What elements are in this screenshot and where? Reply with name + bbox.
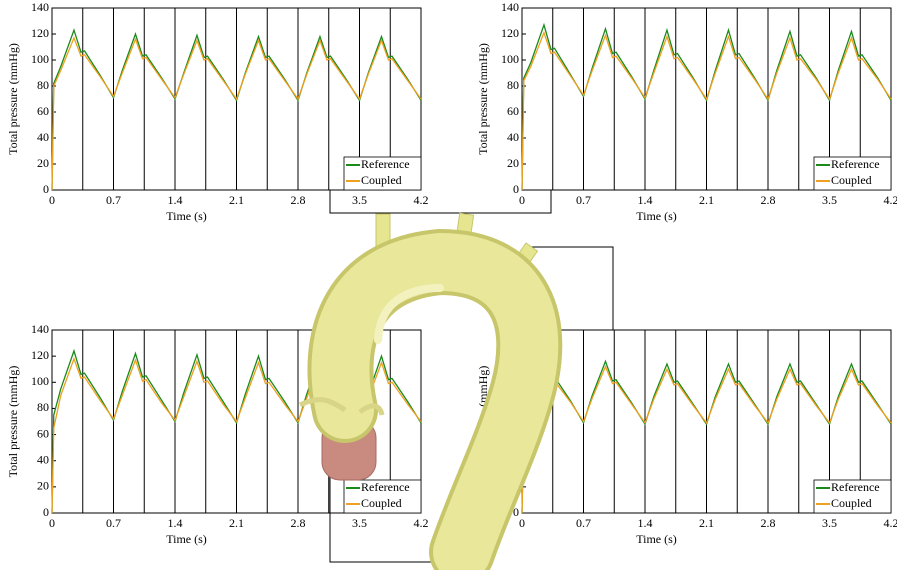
legend-label: Reference xyxy=(831,157,880,171)
legend-label: Reference xyxy=(831,480,880,494)
legend-box xyxy=(343,156,422,191)
series-line xyxy=(521,30,892,191)
legend-box xyxy=(813,156,892,191)
x-tick-label: 0 xyxy=(49,516,55,530)
x-tick-label: 4.2 xyxy=(884,193,897,207)
y-tick-label: 60 xyxy=(37,426,49,440)
y-tick-label: 0 xyxy=(43,182,49,196)
legend-box xyxy=(343,479,422,514)
x-tick-label: 2.1 xyxy=(229,516,244,530)
series-line xyxy=(51,36,422,191)
y-tick-label: 120 xyxy=(31,348,49,362)
x-axis-label: Time (s) xyxy=(636,532,677,546)
x-tick-label: 4.2 xyxy=(884,516,897,530)
y-tick-label: 40 xyxy=(37,130,49,144)
y-tick-label: 0 xyxy=(43,505,49,519)
y-axis-label: Total pressure (mmHg) xyxy=(6,43,20,155)
legend-label: Coupled xyxy=(361,173,402,187)
y-tick-label: 120 xyxy=(31,26,49,40)
x-tick-label: 3.5 xyxy=(822,516,837,530)
chart: 0 0.7 1.4 2.1 2.8 3.5 4.2020406080100120140Tim… xyxy=(476,322,897,546)
x-tick-label: 3.5 xyxy=(352,193,367,207)
x-tick-label: 2.8 xyxy=(291,516,306,530)
y-tick-label: 100 xyxy=(31,52,49,66)
x-axis-label: Time (s) xyxy=(166,209,207,223)
x-tick-label: 1.4 xyxy=(168,516,183,530)
x-tick-label: 0.7 xyxy=(576,193,591,207)
y-tick-label: 60 xyxy=(37,104,49,118)
y-tick-label: 100 xyxy=(501,52,519,66)
x-tick-label: 0 xyxy=(519,193,525,207)
legend-label: Reference xyxy=(361,157,410,171)
legend-label: Reference xyxy=(361,480,410,494)
aorta-model xyxy=(298,190,614,570)
x-tick-label: 3.5 xyxy=(822,193,837,207)
y-tick-label: 140 xyxy=(31,322,49,336)
y-tick-label: 0 xyxy=(513,505,519,519)
y-tick-label: 120 xyxy=(501,26,519,40)
y-tick-label: 60 xyxy=(507,104,519,118)
x-tick-label: 2.8 xyxy=(761,193,776,207)
y-axis-label: Total pressure (mmHg) xyxy=(6,366,20,478)
legend-label: Coupled xyxy=(831,173,872,187)
x-tick-label: 0.7 xyxy=(106,193,121,207)
aorta-body xyxy=(311,232,559,570)
connector xyxy=(468,190,552,214)
y-tick-label: 0 xyxy=(513,182,519,196)
aorta-highlight xyxy=(374,284,444,344)
y-tick-label: 40 xyxy=(507,130,519,144)
legend-box xyxy=(813,479,892,514)
y-tick-label: 140 xyxy=(501,0,519,14)
x-tick-label: 1.4 xyxy=(638,516,653,530)
x-tick-label: 1.4 xyxy=(638,193,653,207)
x-axis-label: Time (s) xyxy=(636,209,677,223)
x-tick-label: 4.2 xyxy=(414,193,429,207)
y-tick-label: 20 xyxy=(507,156,519,170)
x-tick-label: 2.1 xyxy=(699,516,714,530)
aorta-valve xyxy=(298,397,385,416)
y-tick-label: 20 xyxy=(37,156,49,170)
chart: 0 0.7 1.4 2.1 2.8 3.5 4.2 0 20 40 60 80 100 120 140 Tim… xyxy=(476,0,897,223)
x-axis-label: Time (s) xyxy=(166,532,207,546)
x-tick-label: 0.7 xyxy=(576,516,591,530)
x-tick-label: 2.8 xyxy=(761,516,776,530)
x-tick-label: 1.4 xyxy=(168,193,183,207)
y-tick-label: 20 xyxy=(37,479,49,493)
series-line xyxy=(521,362,892,514)
y-tick-label: 80 xyxy=(37,400,49,414)
y-tick-label: 80 xyxy=(507,78,519,92)
x-tick-label: 0.7 xyxy=(106,516,121,530)
x-tick-label: 2.1 xyxy=(699,193,714,207)
chart: 0 0.7 1.4 2.1 2.8 3.5 4.2 0 20 40 60 80 100 120 140 Tim… xyxy=(6,0,429,223)
x-tick-label: 0 xyxy=(519,516,525,530)
y-tick-label: 80 xyxy=(37,78,49,92)
x-tick-label: 0 xyxy=(49,193,55,207)
x-tick-label: 4.2 xyxy=(414,516,429,530)
legend-label: Coupled xyxy=(361,496,402,510)
y-tick-label: 100 xyxy=(31,374,49,388)
x-tick-label: 2.8 xyxy=(291,193,306,207)
legend-label: Coupled xyxy=(831,496,872,510)
x-tick-label: 3.5 xyxy=(352,516,367,530)
x-tick-label: 2.1 xyxy=(229,193,244,207)
connector xyxy=(530,246,614,330)
y-tick-label: 140 xyxy=(31,0,49,14)
connector xyxy=(329,190,468,214)
y-tick-label: 40 xyxy=(37,452,49,466)
y-axis-label: Total pressure (mmHg) xyxy=(476,43,490,155)
